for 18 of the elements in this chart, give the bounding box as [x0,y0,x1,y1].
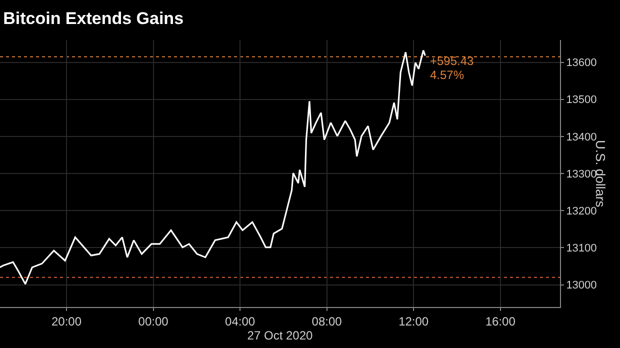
chart-title: Bitcoin Extends Gains [3,9,184,28]
y-tick-label: 13200 [566,205,597,218]
x-tick-label: 12:00 [398,314,429,328]
line-series [0,50,426,285]
y-tick-label: 13600 [566,57,597,70]
x-tick-label: 04:00 [225,314,256,328]
x-tick-label: 16:00 [485,314,516,328]
annotation: +595.43 [430,54,474,68]
x-tick-label: 08:00 [312,314,342,328]
x-axis-title: 27 Oct 2020 [247,328,314,342]
y-tick-label: 13400 [566,131,597,144]
x-tick-label: 20:00 [52,314,82,328]
y-tick-label: 13000 [566,280,597,292]
annotation: 4.57% [430,68,464,82]
x-tick-label: 00:00 [138,314,169,328]
y-tick-label: 13500 [566,94,597,106]
y-tick-label: 13300 [566,168,597,180]
y-tick-label: 13100 [566,242,597,255]
